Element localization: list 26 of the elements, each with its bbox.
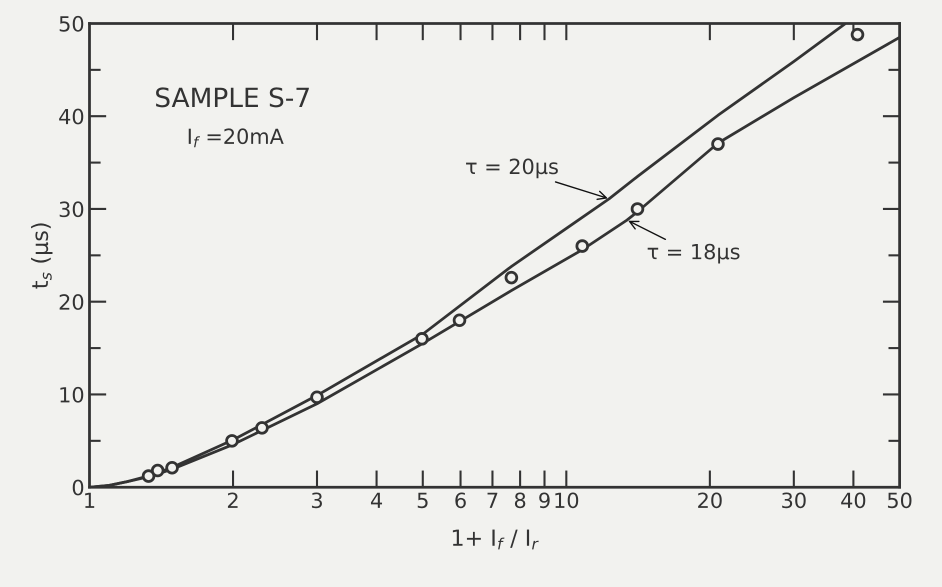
x-tick-label: 8 [514,492,526,508]
x-tick-label: 2 [228,492,238,508]
x-tick-label: 20 [698,492,722,508]
x-tick-label: 10 [555,492,578,508]
x-tick-label: 4 [370,492,382,508]
x-axis-title: 1+ I$_{f}$ / I$_{r}$ [452,530,539,550]
annotation: I$_{f}$ =20mA [188,128,284,148]
y-tick-label: 10 [60,386,84,403]
x-tick-label: 5 [418,492,428,508]
y-tick-label: 50 [60,16,84,32]
x-tick-label: 7 [488,492,498,508]
x-tick-label: 50 [888,492,912,508]
x-tick-label: 6 [455,492,466,508]
text: τ = 20µs [466,158,558,178]
series-label: τ = 18µs [648,244,740,264]
y-tick-label: 40 [59,108,84,124]
x-tick-label: 9 [539,492,550,508]
x-tick-label: 30 [782,492,806,508]
y-tick-label: 0 [72,480,84,496]
annotation: SAMPLE S-7 [156,87,309,108]
y-tick-label: 30 [60,201,84,218]
y-axis-title: t$_{s}$ (µs) [31,223,52,289]
x-tick-label: 40 [841,492,866,508]
x-tick-label: 3 [312,492,322,508]
y-tick-label: 20 [60,294,84,310]
x-tick-label: 1 [85,492,94,508]
